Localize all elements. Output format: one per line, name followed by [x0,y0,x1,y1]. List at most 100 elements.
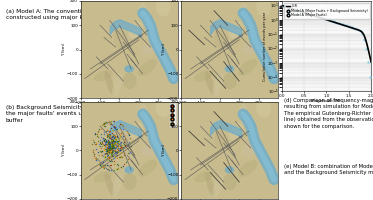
Point [115,145,120,148]
Point [104,147,110,150]
Point [106,142,112,146]
Point [108,144,114,148]
Point [106,150,112,153]
Point [112,151,118,154]
Point [113,151,119,154]
Point [108,135,114,138]
Point [112,135,118,139]
Point [103,140,109,143]
Point [109,143,115,146]
Point [107,142,113,145]
Ellipse shape [241,142,263,155]
Point [103,121,109,124]
Point [116,147,122,151]
Ellipse shape [238,3,247,17]
Point [90,142,95,146]
Point [119,156,125,159]
Point [109,140,115,143]
Point [109,139,115,142]
Point [91,140,97,144]
Point [107,150,113,153]
Point [91,141,97,144]
Point [106,156,112,159]
Point [106,145,112,148]
Point [103,151,109,154]
Point [110,144,116,147]
Point [118,140,124,143]
Point [104,140,110,143]
Point [121,151,127,154]
Point [110,133,116,136]
Point [104,121,110,125]
Point [108,147,114,150]
Point [112,155,118,158]
Point [109,155,115,158]
Point [104,144,110,147]
Point [115,146,120,149]
Ellipse shape [94,70,113,82]
Point [110,149,116,152]
Point [109,142,115,145]
Point [102,152,108,156]
Point [115,166,120,170]
Point [92,132,98,135]
Legend: G-R, Model A (Major Faults + Background Seismicity), Model A (Major Faults): G-R, Model A (Major Faults + Background … [284,3,370,19]
Ellipse shape [112,73,122,97]
Point [104,152,110,155]
Point [108,144,114,147]
Point [107,142,113,145]
Text: (e) Model B: combination of Model A
and the Background Seismicity model: (e) Model B: combination of Model A and … [284,164,373,175]
Point [112,150,118,153]
Point [106,147,112,150]
Point [109,144,115,147]
Point [113,147,119,150]
Point [106,136,112,139]
Point [105,148,111,151]
Point [109,144,115,147]
Point [120,127,126,130]
Point [109,144,115,147]
Point [101,132,107,136]
Point [108,139,114,142]
Point [122,127,128,130]
Point [99,142,105,145]
Point [115,145,121,148]
Point [107,153,113,156]
Point [107,146,113,149]
Point [111,142,117,145]
Point [109,149,115,152]
Point [113,168,119,171]
Point [117,122,123,126]
Point [95,139,101,142]
Point [102,121,108,124]
Point [108,143,114,146]
Point [107,148,113,151]
Ellipse shape [142,181,156,200]
Point [109,144,115,147]
Point [107,163,113,166]
Point [110,148,116,151]
Point [104,134,110,137]
Point [109,142,115,146]
Point [99,144,105,148]
Point [117,147,123,151]
Point [108,143,114,147]
Point [108,139,114,142]
Point [109,144,115,147]
Point [120,163,126,166]
Point [113,147,119,151]
Point [90,138,96,141]
Point [96,163,102,166]
Point [109,151,115,154]
Point [109,144,115,148]
Point [101,138,107,141]
Point [101,146,107,149]
Point [115,144,121,147]
Point [100,137,106,140]
Point [104,150,110,153]
Point [108,145,114,148]
Point [118,165,124,169]
Point [107,143,113,146]
Point [107,146,113,149]
Point [109,143,115,146]
